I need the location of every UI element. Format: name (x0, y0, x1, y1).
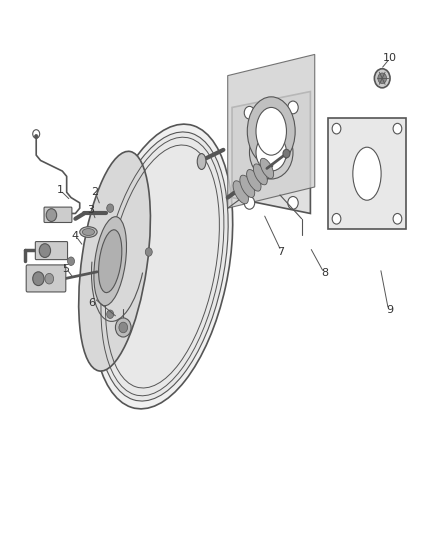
Ellipse shape (99, 230, 122, 293)
Text: 1: 1 (57, 184, 64, 195)
Circle shape (33, 272, 44, 286)
Ellipse shape (247, 97, 295, 166)
Polygon shape (328, 118, 406, 229)
Text: 10: 10 (383, 53, 397, 63)
Ellipse shape (256, 108, 286, 155)
Circle shape (332, 123, 341, 134)
Ellipse shape (247, 169, 261, 191)
Circle shape (378, 73, 387, 84)
Circle shape (244, 107, 254, 119)
Ellipse shape (82, 229, 95, 236)
FancyBboxPatch shape (26, 265, 66, 292)
Polygon shape (232, 92, 311, 214)
Ellipse shape (240, 175, 255, 197)
Ellipse shape (250, 126, 293, 179)
Circle shape (67, 257, 74, 265)
Text: 8: 8 (321, 268, 328, 278)
Ellipse shape (94, 217, 127, 306)
Text: 5: 5 (62, 264, 69, 273)
Text: 2: 2 (92, 187, 99, 197)
Circle shape (288, 101, 298, 114)
Circle shape (393, 214, 402, 224)
Circle shape (107, 310, 114, 318)
Circle shape (46, 209, 57, 221)
Circle shape (288, 197, 298, 209)
Circle shape (244, 197, 254, 209)
Circle shape (45, 273, 53, 284)
Ellipse shape (253, 164, 267, 185)
Ellipse shape (353, 147, 381, 200)
Circle shape (145, 248, 152, 256)
Circle shape (374, 69, 390, 88)
Ellipse shape (92, 124, 233, 409)
Text: 6: 6 (88, 297, 95, 308)
Circle shape (107, 204, 114, 213)
Ellipse shape (256, 134, 286, 171)
Ellipse shape (233, 181, 248, 204)
Ellipse shape (79, 151, 150, 371)
Polygon shape (228, 54, 315, 208)
FancyBboxPatch shape (35, 241, 67, 260)
Text: 3: 3 (87, 205, 94, 215)
Ellipse shape (197, 154, 206, 169)
Circle shape (283, 149, 290, 158)
Circle shape (393, 123, 402, 134)
Circle shape (39, 244, 50, 257)
Ellipse shape (260, 158, 274, 179)
Circle shape (116, 318, 131, 337)
Text: 4: 4 (72, 231, 79, 241)
Circle shape (119, 322, 127, 333)
Ellipse shape (97, 132, 228, 401)
Ellipse shape (80, 227, 97, 237)
FancyBboxPatch shape (44, 207, 72, 222)
Text: 7: 7 (277, 247, 284, 257)
Text: 9: 9 (386, 305, 394, 315)
Circle shape (332, 214, 341, 224)
Circle shape (35, 134, 38, 139)
